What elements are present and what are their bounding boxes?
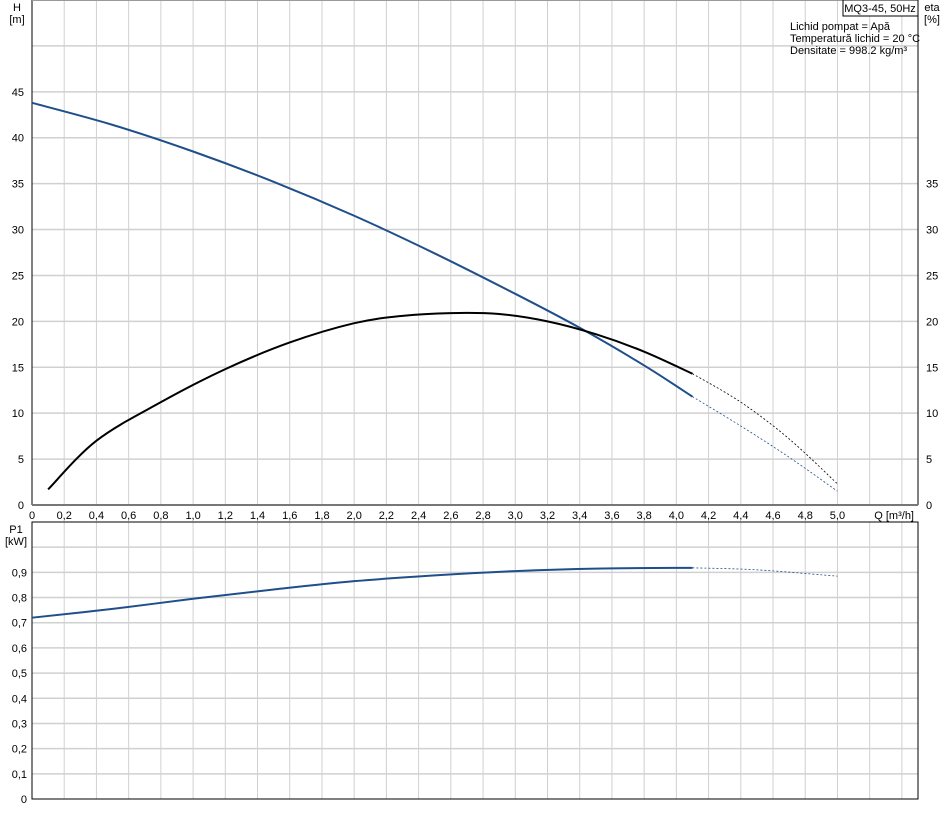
x-tick-label: 0,2 — [57, 510, 72, 522]
top-grid — [31, 0, 919, 506]
p1-tick-label: 0,8 — [12, 593, 27, 605]
y2-tick-label: 35 — [926, 179, 938, 191]
y-tick-label: 15 — [12, 362, 24, 374]
y2-label-eta: eta — [924, 2, 940, 14]
p1-tick-label: 0 — [21, 794, 27, 806]
x-tick-label: 2,0 — [347, 510, 362, 522]
x-tick-label: 3,4 — [572, 510, 587, 522]
x-tick-label: 4,8 — [798, 510, 813, 522]
eta-curve-extrapolated — [692, 373, 838, 485]
x-tick-label: 1,2 — [218, 510, 233, 522]
x-tick-label: 2,6 — [443, 510, 458, 522]
y-label-p1: P1 — [9, 524, 22, 536]
p1-tick-label: 0,2 — [12, 744, 27, 756]
h-curve-extrapolated — [692, 396, 838, 492]
y2-tick-label: 20 — [926, 316, 938, 328]
annotation-fluid: Lichid pompat = Apă — [790, 21, 891, 33]
x-tick-label: 4,6 — [765, 510, 780, 522]
x-tick-label: 0 — [29, 510, 35, 522]
annotation-temperature: Temperatură lichid = 20 °C — [790, 33, 920, 45]
p1-tick-label: 0,3 — [12, 718, 27, 730]
y2-tick-label: 5 — [926, 454, 932, 466]
y-label-h-unit: [m] — [9, 14, 24, 26]
y2-tick-label: 25 — [926, 270, 938, 282]
y-tick-label: 20 — [12, 316, 24, 328]
x-tick-label: 1,0 — [185, 510, 200, 522]
bottom-grid — [31, 521, 919, 800]
tick-labels: 0 0,2 0,4 0,6 0,8 1,0 1,2 1,4 1,6 1,8 2,0 2,2 2,4 2,6… — [12, 87, 939, 806]
x-tick-label: 0,6 — [121, 510, 136, 522]
y-tick-label: 10 — [12, 408, 24, 420]
x-tick-label: 1,4 — [250, 510, 265, 522]
y2-tick-label: 15 — [926, 362, 938, 374]
p1-tick-label: 0,6 — [12, 643, 27, 655]
x-tick-label: 2,8 — [475, 510, 490, 522]
y-label-p1-unit: [kW] — [5, 536, 27, 548]
x-tick-label: 3,6 — [604, 510, 619, 522]
plot-frame — [31, 521, 919, 800]
x-tick-label: 4,4 — [733, 510, 748, 522]
annotation-density: Densitate = 998.2 kg/m³ — [790, 45, 907, 57]
x-tick-label: 5,0 — [830, 510, 845, 522]
p1-tick-label: 0,5 — [12, 668, 27, 680]
p1-tick-label: 0,7 — [12, 618, 27, 630]
x-tick-label: 1,8 — [314, 510, 329, 522]
p1-curve-extrapolated — [692, 567, 838, 577]
curves — [31, 101, 838, 619]
x-tick-label: 3,8 — [636, 510, 651, 522]
x-tick-label: 2,2 — [379, 510, 394, 522]
p1-tick-label: 0,4 — [12, 693, 27, 705]
x-tick-label: 3,0 — [508, 510, 523, 522]
x-tick-label: 3,2 — [540, 510, 555, 522]
y-tick-label: 5 — [18, 454, 24, 466]
h-curve — [31, 101, 694, 398]
x-tick-label: 4,0 — [669, 510, 684, 522]
y-tick-label: 35 — [12, 179, 24, 191]
p1-tick-label: 0,1 — [12, 769, 27, 781]
y-tick-label: 40 — [12, 133, 24, 145]
y-tick-label: 30 — [12, 225, 24, 237]
p1-curve — [31, 566, 693, 619]
y2-tick-label: 10 — [926, 408, 938, 420]
y-tick-label: 45 — [12, 87, 24, 99]
x-tick-label: 1,6 — [282, 510, 297, 522]
x-tick-label: 2,4 — [411, 510, 426, 522]
y-tick-label: 0 — [18, 500, 24, 512]
y2-tick-label: 30 — [926, 225, 938, 237]
x-tick-label: 4,2 — [701, 510, 716, 522]
y2-tick-label: 0 — [926, 500, 932, 512]
x-tick-label: 0,4 — [89, 510, 104, 522]
title-box — [842, 0, 919, 17]
x-tick-label: 0,8 — [153, 510, 168, 522]
eta-curve — [47, 311, 693, 491]
y-tick-label: 25 — [12, 270, 24, 282]
p1-tick-label: 0,9 — [12, 567, 27, 579]
y2-label-eta-unit: [%] — [924, 14, 940, 26]
x-label-q: Q [m³/h] — [874, 510, 914, 522]
chart-title: MQ3-45, 50Hz — [844, 3, 916, 15]
y-label-h: H — [13, 2, 21, 14]
